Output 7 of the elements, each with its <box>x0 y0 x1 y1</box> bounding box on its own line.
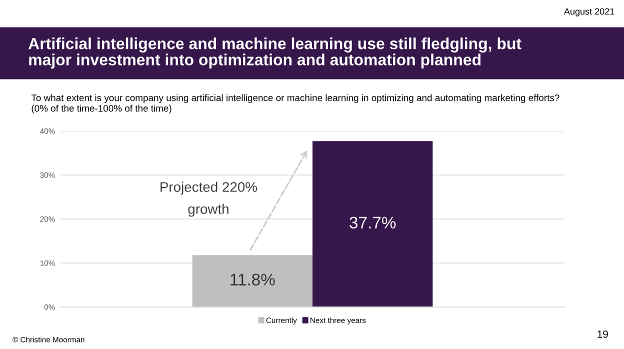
annotation: Projected 220% growth <box>160 182 258 217</box>
data-label: 11.8% <box>230 274 275 286</box>
chart-title: Artificial intelligence and machine learning use still fledgling, but major investment into optimization and automation planned <box>28 38 522 69</box>
chart-subtitle: To what extent is your company using artificial intelligence or machine learning in optimizing and automating marketing efforts? (0% of the time-100% of the time) <box>31 94 560 114</box>
text: August 2021 <box>564 8 614 16</box>
data-label: 37.7% <box>350 216 396 229</box>
text: 19 <box>598 330 608 338</box>
